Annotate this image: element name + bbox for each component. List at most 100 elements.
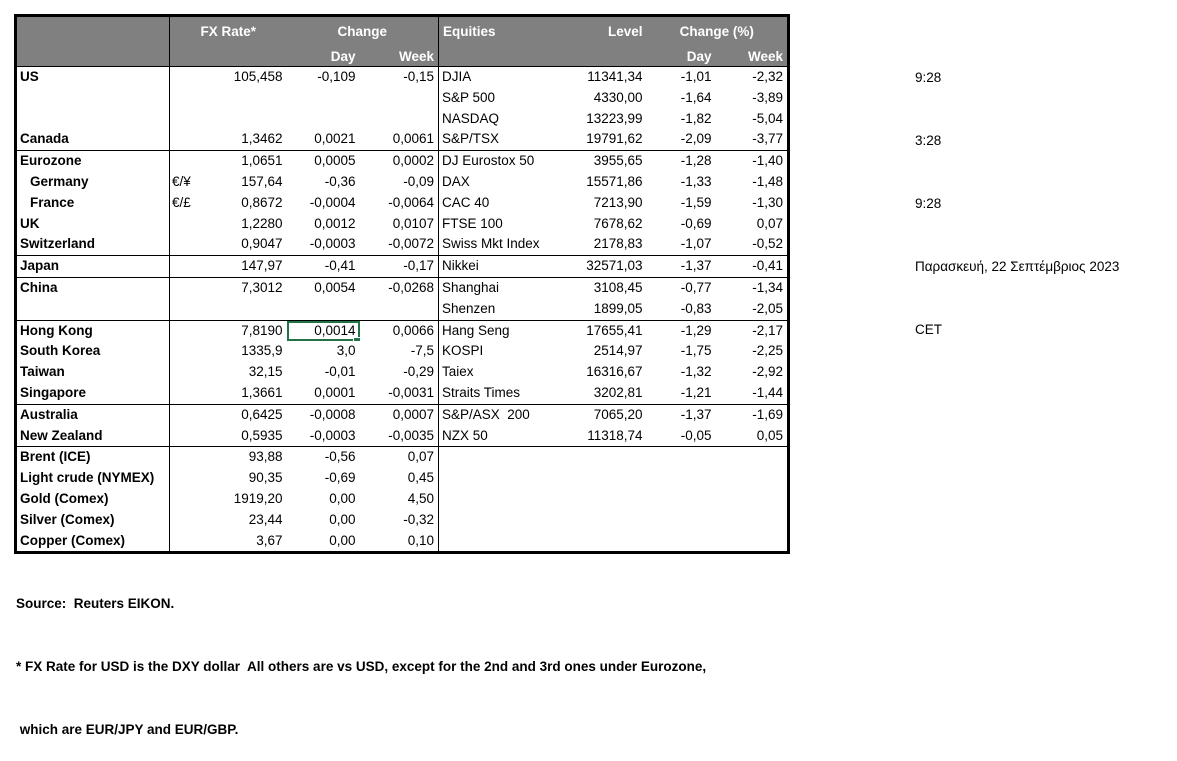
fx-rate-cell[interactable]: 93,88 [203,446,287,469]
equity-change-week-cell[interactable]: -1,44 [752,384,783,400]
fx-pair-cell[interactable] [169,382,204,405]
fx-pair-cell[interactable] [169,213,204,235]
fx-change-week-cell[interactable]: -7,5 [410,343,434,359]
equity-change-day-cell[interactable]: -0,69 [680,215,712,231]
fx-rate-cell[interactable]: 105,458 [233,69,283,84]
fx-rate-cell[interactable] [204,88,287,109]
equity-level-cell[interactable] [562,489,647,510]
fx-change-day-cell[interactable]: 0,0001 [314,384,356,400]
fx-change-week-cell[interactable]: 4,50 [407,490,434,506]
equity-level-cell[interactable] [562,468,647,489]
equity-change-week-cell[interactable] [716,468,789,489]
fill-handle[interactable] [352,337,360,342]
time-2[interactable]: 3:28 [915,133,942,148]
equity-name-cell[interactable]: S&P/ASX 200 [438,403,562,426]
equity-level-cell[interactable]: 2178,83 [593,236,643,252]
equity-change-week-cell[interactable] [715,446,789,469]
equity-change-week-cell[interactable] [716,489,789,510]
equity-name-cell[interactable]: NASDAQ [438,108,562,130]
fx-change-day-cell[interactable]: -0,36 [324,173,356,189]
fx-day-header[interactable]: Day [286,46,360,67]
equity-name-cell[interactable]: Hang Seng [438,319,562,342]
equity-name-cell[interactable]: NZX 50 [438,425,562,447]
equity-change-day-cell[interactable]: -1,37 [646,403,716,426]
fx-rate-cell[interactable]: 1,3462 [241,131,283,147]
fx-change-day-cell[interactable]: -0,0008 [286,403,360,426]
fx-pair-cell[interactable]: €/¥ [169,171,204,193]
equity-change-day-cell[interactable]: -1,32 [680,364,712,380]
equity-level-cell[interactable]: 7065,20 [561,403,647,426]
fx-change-day-cell[interactable] [287,109,360,130]
fx-change-day-cell[interactable]: 0,0054 [286,276,360,299]
fx-name-cell[interactable]: UK [20,215,40,231]
fx-note-line2[interactable]: which are EUR/JPY and EUR/GBP. [16,722,239,737]
fx-rate-cell[interactable]: 0,9047 [241,236,283,252]
fx-rate-cell[interactable]: 32,15 [248,364,283,380]
fx-change-week-cell[interactable]: 0,0107 [392,215,434,231]
fx-change-day-cell[interactable]: 0,00 [329,511,356,527]
fx-pair-cell[interactable] [169,87,204,109]
equity-change-week-cell[interactable]: -0,41 [715,255,789,278]
source-note[interactable]: Source: Reuters EIKON. [16,596,175,611]
fx-change-week-cell[interactable]: -0,29 [403,364,434,380]
equity-level-cell[interactable]: 13223,99 [586,110,643,126]
fx-change-day-cell[interactable]: -0,56 [286,446,360,469]
equity-change-day-cell[interactable]: -2,09 [680,131,712,147]
equity-change-week-cell[interactable]: -2,92 [752,364,783,380]
fx-change-day-cell[interactable]: -0,109 [317,69,356,84]
equity-name-cell[interactable]: Nikkei [438,255,562,278]
fx-change-week-cell[interactable]: 0,0061 [392,131,434,147]
fx-change-day-cell[interactable]: 0,0012 [314,215,356,231]
fx-change-day-cell[interactable]: -0,0004 [309,194,356,210]
equity-change-week-cell[interactable]: -1,30 [752,194,783,210]
equity-name-cell[interactable] [438,530,562,553]
equity-change-day-cell[interactable]: -1,59 [680,194,712,210]
equity-name-cell[interactable]: DJIA [438,66,562,88]
equity-change-pct-header[interactable]: Change (%) [646,15,789,46]
equity-name-cell[interactable]: KOSPI [438,341,562,363]
equity-change-week-cell[interactable]: -5,04 [752,110,783,126]
fx-rate-cell[interactable]: 7,8190 [203,319,287,342]
equity-change-day-cell[interactable]: -1,82 [680,110,712,126]
equity-level-cell[interactable] [562,531,647,553]
fx-rate-cell[interactable]: 1335,9 [241,343,283,359]
fx-change-day-cell[interactable]: 0,00 [329,532,356,548]
equity-level-cell[interactable]: 2514,97 [593,343,643,359]
equity-name-cell[interactable]: FTSE 100 [438,213,562,235]
equity-level-cell[interactable]: 17655,41 [561,319,647,342]
fx-rate-cell[interactable] [204,109,287,130]
fx-name-cell[interactable]: Germany [30,173,89,189]
fx-pair-cell[interactable] [169,319,204,342]
fx-rate-cell[interactable]: 0,5935 [241,427,283,443]
fx-rate-header[interactable]: FX Rate* [169,15,287,46]
equity-change-day-cell[interactable] [646,446,716,469]
time-3[interactable]: 9:28 [915,196,942,211]
fx-change-day-cell[interactable]: 0,0021 [314,131,356,147]
fx-pair-cell[interactable] [169,509,204,531]
fx-rate-cell[interactable]: 157,64 [241,173,283,189]
equity-change-week-cell[interactable] [716,531,789,553]
equity-change-day-cell[interactable]: -1,37 [646,255,716,278]
equity-change-day-cell[interactable]: -1,28 [646,150,716,172]
equity-change-day-cell[interactable] [647,468,716,489]
equity-change-week-cell[interactable]: -2,05 [752,300,783,316]
fx-change-week-cell[interactable] [360,88,439,109]
fx-rate-cell[interactable]: 7,3012 [203,276,287,299]
equity-change-week-cell[interactable]: -2,32 [752,69,783,84]
date-label[interactable]: Παρασκευή, 22 Σεπτέμβριος 2023 [915,259,1120,274]
fx-pair-cell[interactable] [169,234,204,256]
fx-name-cell[interactable]: Light crude (NYMEX) [20,470,155,486]
equity-name-cell[interactable]: Shenzen [438,298,562,321]
fx-pair-cell[interactable]: €/£ [169,192,204,214]
fx-name-cell[interactable]: New Zealand [20,427,103,443]
fx-rate-cell[interactable]: 147,97 [203,255,287,278]
fx-change-day-cell[interactable]: -0,0003 [309,427,356,443]
fx-rate-cell[interactable]: 90,35 [248,470,283,486]
fx-pair-cell[interactable] [169,425,204,447]
time-ny[interactable]: 9:28 [915,70,942,85]
equity-change-week-cell[interactable]: 0,05 [756,427,783,443]
equity-level-cell[interactable]: 16316,67 [586,364,643,380]
equity-change-week-cell[interactable]: -3,89 [752,89,783,105]
fx-pair-cell[interactable] [169,129,204,151]
fx-name-cell[interactable]: Singapore [20,384,87,400]
